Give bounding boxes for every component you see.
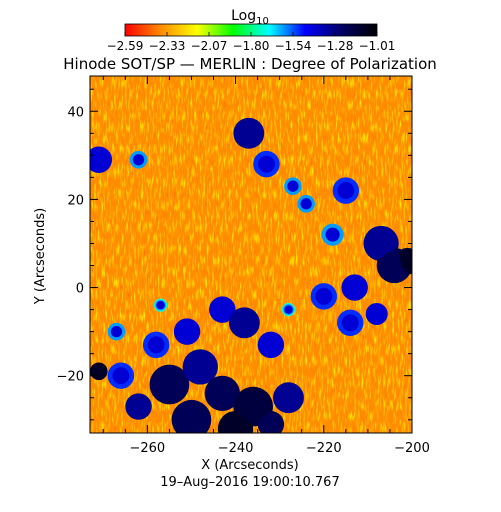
polarization-core [265, 418, 277, 430]
y-tick-label: 20 [67, 193, 84, 208]
polarization-core [402, 255, 412, 267]
polarization-core [237, 316, 251, 330]
chart-title: Hinode SOT/SP — MERLIN : Degree of Polar… [63, 55, 437, 73]
colorbar-ticks: −2.59 −2.33 −2.07 −1.80 −1.54 −1.28 −1.01 [107, 32, 396, 53]
polarization-core [183, 411, 200, 429]
polarization-region [257, 155, 275, 173]
colorbar-tick-label: −1.54 [275, 39, 312, 53]
x-axis-label: X (Arcseconds) [201, 458, 298, 473]
polarization-region [110, 325, 123, 338]
colorbar-tick-label: −1.28 [317, 39, 354, 53]
polarization-core [282, 391, 295, 405]
y-tick-label: 0 [76, 282, 84, 297]
polarization-region [132, 154, 145, 166]
colorbar-tick-label: −1.80 [233, 39, 270, 53]
polarization-region [178, 323, 196, 341]
heatmap-plot-area [90, 76, 412, 433]
x-tick-label: −220 [306, 441, 342, 456]
colorbar-tick-label: −2.07 [191, 39, 228, 53]
x-tick-label: −240 [218, 441, 254, 456]
polarization-region [369, 306, 384, 322]
colorbar-tick-label: −1.01 [359, 39, 396, 53]
y-axis-label: Y (Arcseconds) [33, 208, 48, 305]
colorbar-tick-label: −2.59 [107, 39, 144, 53]
polarization-core [386, 258, 402, 273]
x-axis-ticks: −260 −240 −220 −200 [102, 76, 430, 456]
polarization-region [287, 180, 299, 192]
polarization-region [325, 227, 340, 242]
polarization-region [156, 300, 165, 310]
x-tick-label: −260 [129, 441, 165, 456]
polarization-core [161, 376, 178, 393]
polarization-core [244, 398, 262, 415]
polarization-region [337, 182, 355, 200]
y-tick-label: 40 [67, 105, 84, 120]
polarization-region [284, 305, 293, 314]
polarization-core [132, 400, 145, 413]
timestamp: 19–Aug–2016 19:00:10.767 [160, 475, 339, 490]
polarization-core [242, 126, 256, 140]
polarization-region [262, 336, 280, 354]
polarization-region [112, 367, 130, 385]
polarization-region [147, 336, 165, 354]
x-tick-label: −200 [394, 441, 430, 456]
y-axis-ticks: 40 20 0 −20 [57, 88, 412, 421]
polarization-core [214, 385, 230, 401]
y-tick-label: −20 [57, 370, 84, 385]
polarization-region [90, 151, 108, 169]
polarization-region [346, 279, 364, 297]
polarization-region [341, 314, 359, 332]
polarization-region [315, 287, 333, 305]
polarization-region [213, 301, 231, 319]
polarization-region [300, 198, 312, 210]
polarization-core [95, 367, 103, 376]
polarization-core [192, 359, 208, 375]
colorbar-label: Log10 [231, 8, 269, 27]
plot-frame [89, 75, 413, 434]
polarization-core [373, 236, 389, 251]
colorbar-tick-label: −2.33 [149, 39, 186, 53]
polarization-regions [90, 117, 412, 433]
